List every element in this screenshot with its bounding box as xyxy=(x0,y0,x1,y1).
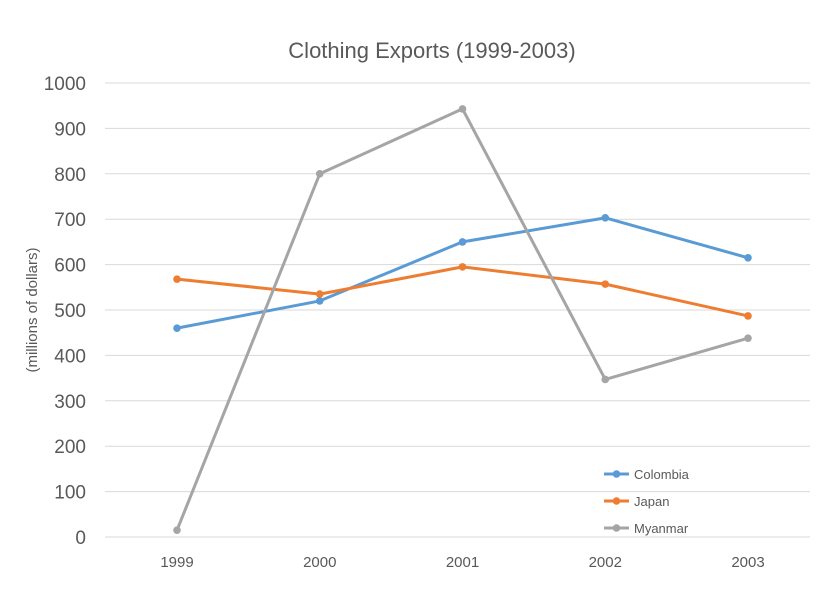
data-point-japan xyxy=(601,280,610,288)
data-point-colombia xyxy=(458,238,467,246)
series-colombia xyxy=(173,214,752,332)
legend-swatch-marker xyxy=(612,524,621,532)
data-point-japan xyxy=(173,275,181,283)
legend-label: Japan xyxy=(634,494,669,509)
data-point-colombia xyxy=(601,214,610,222)
data-point-myanmar xyxy=(315,170,324,178)
data-point-colombia xyxy=(315,297,324,305)
y-tick-label: 0 xyxy=(75,528,86,549)
legend-item-myanmar: Myanmar xyxy=(604,521,689,536)
data-point-myanmar xyxy=(458,105,467,113)
legend: Colombia Japan Myanmar xyxy=(604,467,690,536)
y-tick-label: 400 xyxy=(54,346,86,367)
legend-label: Colombia xyxy=(634,467,690,482)
series-line-colombia xyxy=(176,216,749,330)
legend-swatch-marker xyxy=(612,497,621,505)
x-axis-ticks: 1999 2000 2001 2002 2003 xyxy=(160,554,764,571)
y-tick-label: 200 xyxy=(54,437,86,458)
data-point-japan xyxy=(744,312,752,320)
data-point-colombia xyxy=(744,253,752,262)
y-axis-ticks: 0 100 200 300 400 500 600 700 800 900 1000 xyxy=(44,74,86,549)
x-tick-label: 2001 xyxy=(446,554,479,571)
x-tick-label: 2002 xyxy=(589,554,622,571)
chart-title: Clothing Exports (1999-2003) xyxy=(288,38,575,63)
y-tick-label: 500 xyxy=(54,301,86,322)
y-tick-label: 300 xyxy=(54,392,86,413)
y-tick-label: 600 xyxy=(54,256,86,277)
gridlines xyxy=(105,82,810,538)
legend-item-japan: Japan xyxy=(604,494,669,509)
y-tick-label: 800 xyxy=(54,165,86,186)
data-point-japan xyxy=(458,263,467,271)
y-axis-label: (millions of dollars) xyxy=(24,247,41,372)
y-tick-label: 900 xyxy=(54,119,86,140)
x-tick-label: 1999 xyxy=(160,554,193,571)
data-point-colombia xyxy=(173,324,181,332)
x-tick-label: 2000 xyxy=(303,554,336,571)
y-tick-label: 700 xyxy=(54,210,86,231)
legend-swatch-marker xyxy=(612,470,621,478)
y-tick-label: 1000 xyxy=(44,74,86,95)
series-lines xyxy=(173,105,752,534)
legend-label: Myanmar xyxy=(634,521,689,536)
data-point-myanmar xyxy=(601,375,610,384)
y-tick-label: 100 xyxy=(54,483,86,504)
legend-item-colombia: Colombia xyxy=(604,467,690,482)
data-point-myanmar xyxy=(173,526,181,534)
series-line-japan xyxy=(176,265,749,318)
x-tick-label: 2003 xyxy=(731,554,764,571)
data-point-myanmar xyxy=(744,334,752,342)
data-point-japan xyxy=(315,290,324,298)
series-myanmar xyxy=(173,105,752,534)
